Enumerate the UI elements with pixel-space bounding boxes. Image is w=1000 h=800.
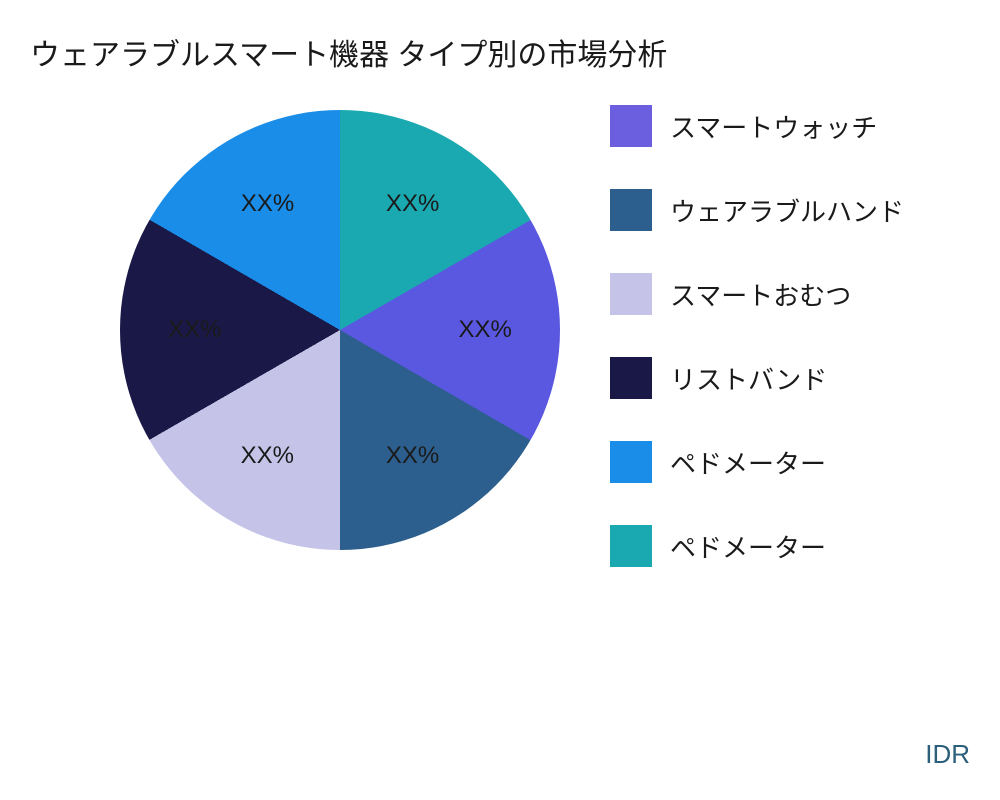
slice-label: XX%	[241, 442, 294, 470]
legend-label: ウェアラブルハンド	[670, 192, 904, 229]
legend-label: リストバンド	[670, 360, 827, 397]
slice-label: XX%	[241, 190, 294, 218]
pie-chart: XX% XX% XX% XX% XX% XX%	[120, 110, 560, 550]
slice-label: XX%	[386, 442, 439, 470]
legend-item: ウェアラブルハンド	[610, 189, 904, 231]
legend-label: ペドメーター	[670, 444, 826, 481]
legend-label: スマートウォッチ	[670, 108, 877, 145]
legend-item: スマートおむつ	[610, 273, 904, 315]
slice-label: XX%	[386, 190, 439, 218]
legend-swatch	[610, 441, 652, 483]
legend-swatch	[610, 357, 652, 399]
legend-item: リストバンド	[610, 357, 904, 399]
slice-label: XX%	[168, 316, 221, 344]
legend-swatch	[610, 273, 652, 315]
legend-item: ペドメーター	[610, 525, 904, 567]
footer-label: IDR	[925, 739, 970, 770]
legend: スマートウォッチウェアラブルハンドスマートおむつリストバンドペドメーターペドメー…	[610, 105, 904, 567]
legend-item: ペドメーター	[610, 441, 904, 483]
legend-swatch	[610, 189, 652, 231]
chart-title: ウェアラブルスマート機器 タイプ別の市場分析	[30, 30, 667, 74]
legend-label: スマートおむつ	[670, 276, 851, 313]
legend-label: ペドメーター	[670, 528, 826, 565]
legend-item: スマートウォッチ	[610, 105, 904, 147]
legend-swatch	[610, 525, 652, 567]
slice-label: XX%	[459, 316, 512, 344]
legend-swatch	[610, 105, 652, 147]
